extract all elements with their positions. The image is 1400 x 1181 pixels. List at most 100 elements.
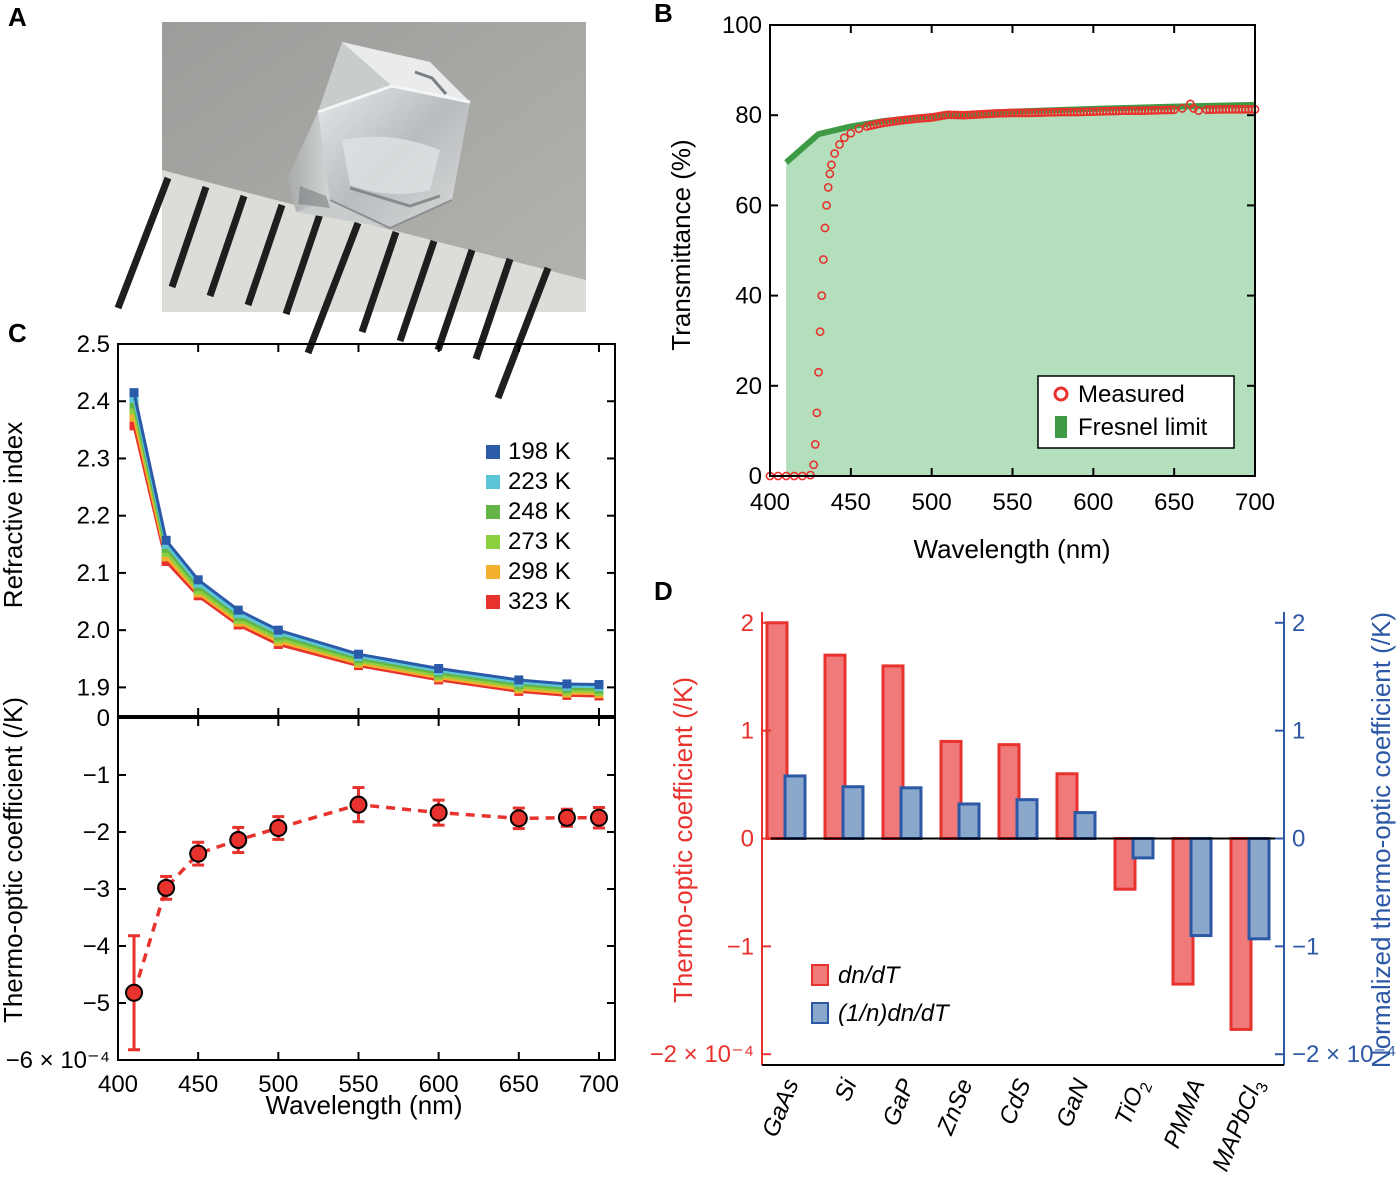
measured-point: [1194, 106, 1203, 116]
b-legend-measured-marker: [1053, 386, 1069, 402]
c-legend-label: 223 K: [508, 468, 571, 495]
d-category-label: CdS: [994, 1075, 1037, 1128]
measured-point: [827, 160, 836, 170]
c-bottom-ytick-label: −6 × 10⁻⁴: [6, 1047, 110, 1074]
b-xtick-label: 450: [831, 489, 871, 516]
measured-point: [1189, 104, 1198, 113]
c-tc-point: [189, 844, 208, 863]
d-category-label: MAPbCl3: [1207, 1075, 1272, 1177]
d-category-label: GaP: [878, 1075, 921, 1130]
b-ytick-label: 20: [735, 373, 762, 400]
d-category-label: GaN: [1051, 1075, 1095, 1131]
b-xtick-label: 550: [992, 489, 1032, 516]
b-legend-fresnel-label: Fresnel limit: [1078, 414, 1208, 441]
b-xtick-label: 650: [1154, 489, 1194, 516]
d-left-ytick-label: 1: [741, 718, 754, 745]
d-bar-normalized: [841, 785, 865, 841]
measured-point: [839, 133, 849, 143]
c-legend-swatch: [486, 475, 500, 489]
measured-point: [820, 223, 830, 233]
c-legend-swatch: [486, 445, 500, 459]
c-series-point: [353, 649, 363, 659]
c-legend-swatch: [486, 535, 500, 549]
c-series-point: [193, 575, 203, 585]
c-bottom-ytick-label: −5: [83, 990, 110, 1017]
c-top-ytick-label: 2.0: [77, 617, 110, 644]
d-legend-norm-swatch: [811, 1002, 829, 1024]
d-bar-normalized: [1073, 811, 1097, 840]
measured-point: [1177, 104, 1187, 113]
c-series-line: [132, 398, 599, 689]
panel-letter-c: C: [8, 318, 27, 348]
panel-letter-d: D: [654, 576, 673, 606]
d-bar-normalized: [1015, 798, 1039, 841]
c-series-line: [132, 409, 599, 693]
d-bar-normalized: [1131, 837, 1155, 860]
c-xtick-label: 650: [499, 1071, 539, 1098]
c-series-point: [562, 679, 572, 689]
c-tc-point: [429, 803, 448, 822]
c-series-point: [273, 625, 283, 635]
c-top-ytick-label: 2.4: [77, 388, 110, 415]
c-series-point: [161, 535, 171, 545]
c-series-line: [132, 416, 599, 696]
c-series-point: [161, 552, 171, 562]
c-xtick-label: 700: [579, 1071, 619, 1098]
d-ylabel-right: Normalized thermo-optic coefficient (/K): [1366, 612, 1396, 1068]
d-legend-dndt-swatch: [811, 964, 829, 986]
b-legend-box: [1037, 375, 1235, 449]
measured-point: [822, 200, 831, 210]
ruler-tick: [282, 212, 324, 316]
measured-point: [810, 440, 820, 449]
ruler-tick: [244, 203, 286, 307]
c-tc-line: [132, 802, 599, 994]
d-category-label: TiO2: [1110, 1075, 1157, 1131]
measured-point: [854, 124, 864, 134]
c-bottom-ylabel: Thermo-optic coefficient (/K): [0, 697, 28, 1023]
panel-d: Thermo-optic coefficient (/K) Normalized…: [650, 610, 1397, 1177]
d-category-label: Si: [830, 1075, 863, 1106]
c-xtick-label: 550: [338, 1071, 378, 1098]
c-tc-point: [229, 830, 248, 849]
d-right-ytick-label: −2 × 10⁻⁴: [1292, 1041, 1396, 1068]
d-category-subscript: 2: [1137, 1080, 1156, 1095]
panel-b: Transmittance (%) Wavelength (nm) 400 450…: [666, 12, 1275, 564]
c-top-ytick-label: 1.9: [77, 674, 110, 701]
d-left-ytick-label: −1: [727, 933, 754, 960]
b-legend-fresnel-marker: [1055, 416, 1067, 438]
d-left-ytick-label: 0: [741, 826, 754, 853]
c-top-ytick-label: 2.2: [77, 503, 110, 530]
d-left-ytick-label: 2: [741, 610, 754, 637]
d-legend-norm-label: (1/n)dn/dT: [838, 1000, 951, 1027]
c-tc-point: [589, 808, 608, 827]
c-series-point: [514, 675, 524, 685]
c-series-point: [129, 412, 139, 422]
measured-point: [817, 291, 827, 300]
c-series-line: [132, 403, 599, 691]
c-series-point: [129, 421, 139, 431]
b-xtick-label: 700: [1235, 489, 1275, 516]
panel-c: Refractive index Thermo-optic coefficien…: [0, 331, 619, 1120]
ruler-tick: [396, 239, 438, 343]
b-xtick-label: 600: [1073, 489, 1113, 516]
c-series-point: [129, 388, 139, 398]
measured-point: [815, 327, 825, 337]
c-bottom-frame: [117, 717, 616, 1061]
d-bar-normalized: [899, 786, 923, 840]
c-bottom-ytick-label: −3: [83, 876, 110, 903]
measured-point: [835, 140, 844, 149]
panel-letter-b: B: [654, 0, 673, 28]
d-bar-normalized: [957, 802, 981, 841]
c-top-ytick-label: 2.3: [77, 445, 110, 472]
c-bottom-ytick-label: −4: [83, 933, 110, 960]
c-series-point: [233, 605, 243, 615]
c-top-frame: [117, 343, 616, 717]
d-category-subscript: 3: [1253, 1080, 1272, 1095]
c-bottom-ytick-label: −1: [83, 762, 110, 789]
d-bar-normalized: [783, 774, 807, 841]
d-category-label: ZnSe: [932, 1075, 979, 1139]
c-legend-swatch: [486, 565, 500, 579]
b-ytick-label: 40: [735, 283, 762, 310]
c-xtick-label: 600: [419, 1071, 459, 1098]
